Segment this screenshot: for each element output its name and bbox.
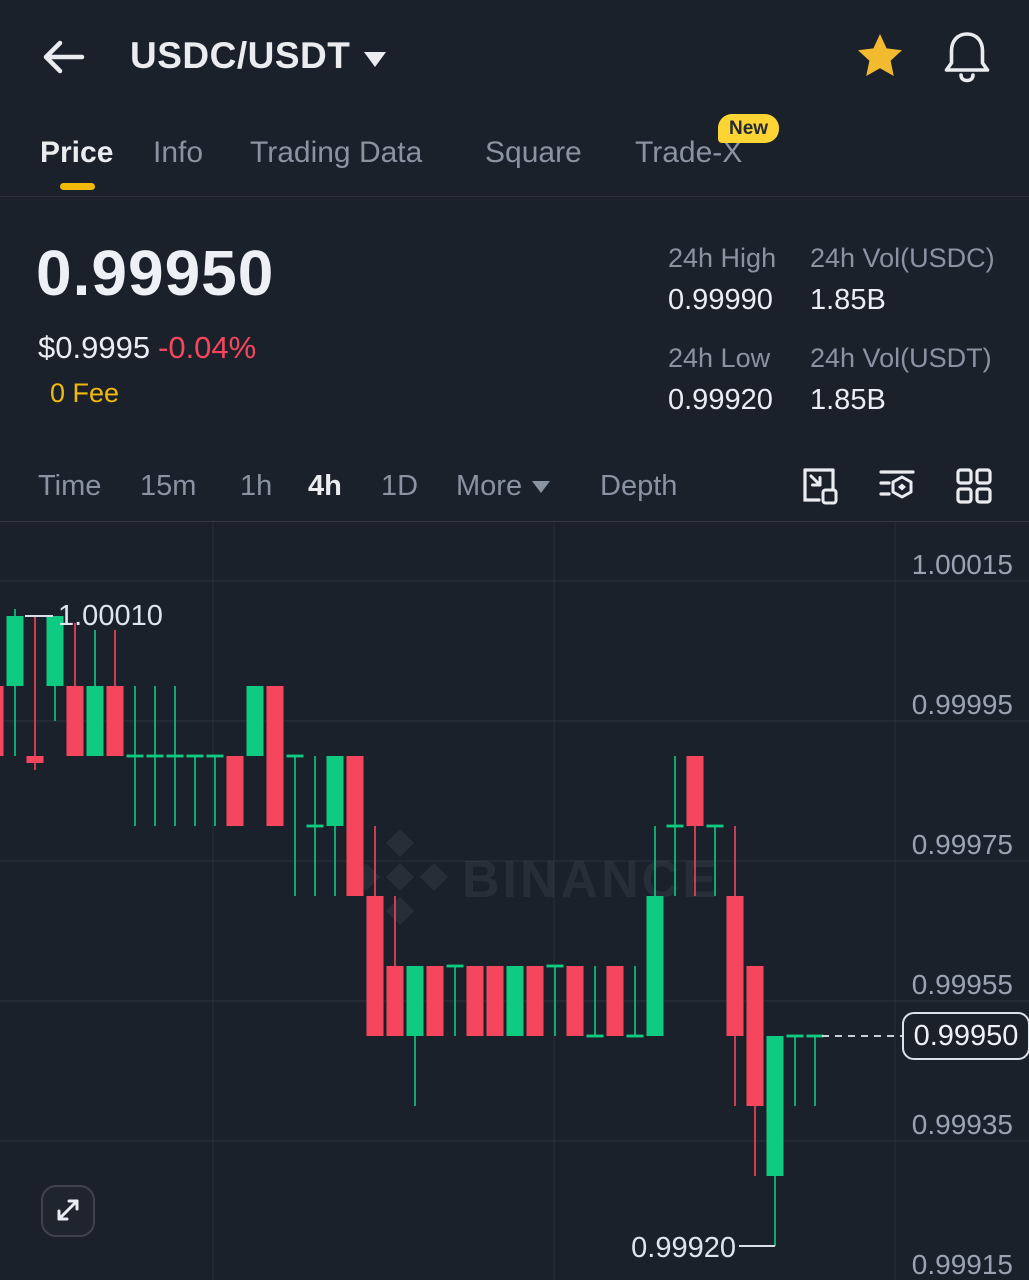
chevron-down-icon [364, 51, 387, 67]
resize-chart-icon [797, 468, 841, 511]
pair-selector[interactable]: USDC/USDT [130, 35, 387, 77]
candlestick-chart[interactable]: BINANCE [0, 521, 1029, 1280]
high-marker-label: 1.00010 [58, 600, 163, 632]
more-dropdown[interactable]: More [456, 470, 551, 503]
pair-title: USDC/USDT [130, 35, 351, 76]
tab-info[interactable]: Info [153, 136, 204, 169]
layout-grid-button[interactable] [952, 464, 996, 508]
change-percent: -0.04% [158, 330, 257, 365]
depth-toggle[interactable]: Depth [600, 470, 678, 502]
last-price: 0.99950 [36, 237, 275, 309]
interval-15m[interactable]: 15m [140, 470, 197, 502]
vol-base-value: 1.85B [810, 284, 886, 316]
tab-price[interactable]: Price [40, 136, 114, 169]
indicators-button[interactable] [875, 464, 919, 508]
high-label: 24h High [668, 243, 777, 273]
low-marker-label: 0.99920 [631, 1232, 736, 1264]
tabs-divider [0, 196, 1029, 197]
y-axis-label: 0.99975 [911, 829, 1013, 860]
expand-arrows-icon [51, 1193, 85, 1230]
layout-grid-icon [952, 468, 996, 511]
svg-text:BINANCE: BINANCE [462, 851, 720, 909]
star-icon [852, 34, 908, 87]
vol-quote-label: 24h Vol(USDT) [810, 343, 992, 373]
y-axis-label: 0.99955 [911, 969, 1013, 1000]
favorite-button[interactable] [852, 28, 908, 84]
vol-quote-value: 1.85B [810, 384, 886, 416]
bell-icon [938, 32, 996, 89]
interval-4h[interactable]: 4h [308, 470, 342, 502]
more-label: More [456, 470, 523, 502]
low-label: 24h Low [668, 343, 771, 373]
interval-1d[interactable]: 1D [381, 470, 419, 502]
y-axis-label: 0.99915 [911, 1249, 1013, 1280]
vol-base-label: 24h Vol(USDC) [810, 243, 995, 273]
high-value: 0.99990 [668, 284, 773, 316]
tab-trading-data[interactable]: Trading Data [250, 136, 423, 169]
interval-1h[interactable]: 1h [240, 470, 273, 502]
y-axis-label: 0.99935 [911, 1109, 1013, 1140]
active-tab-underline [60, 183, 95, 190]
low-value: 0.99920 [668, 384, 773, 416]
y-axis-label: 0.99995 [911, 689, 1013, 720]
chevron-down-icon [532, 480, 551, 493]
y-axis-label: 1.00015 [911, 549, 1013, 580]
arrow-left-icon [36, 40, 92, 85]
last-price-tag: 0.99950 [902, 1012, 1029, 1060]
fiat-value: $0.9995 [38, 330, 151, 365]
resize-chart-button[interactable] [797, 464, 841, 508]
indicators-icon [875, 470, 919, 511]
back-button[interactable] [36, 32, 92, 82]
expand-chart-button[interactable] [41, 1185, 95, 1237]
notifications-button[interactable] [938, 26, 996, 86]
fee-badge[interactable]: 0 Fee [50, 378, 120, 408]
new-badge: New [718, 114, 780, 143]
tab-square[interactable]: Square [485, 136, 582, 169]
interval-time[interactable]: Time [38, 470, 102, 502]
